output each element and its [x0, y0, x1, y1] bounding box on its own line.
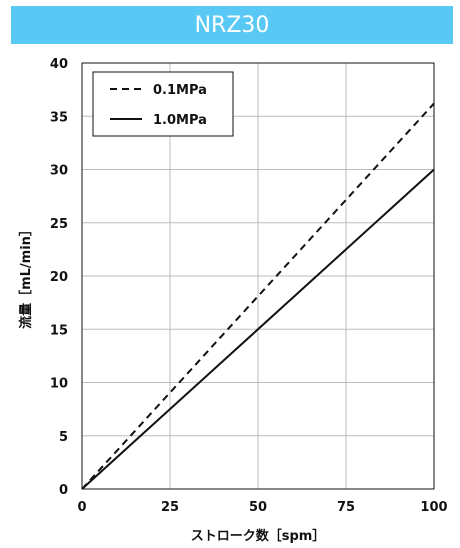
legend: 0.1MPa 1.0MPa: [92, 71, 234, 137]
y-tick-label: 30: [50, 164, 68, 179]
legend-label: 0.1MPa: [153, 83, 207, 98]
y-tick-label: 5: [59, 430, 68, 445]
grid-lines: [81, 62, 435, 490]
x-tick-labels: 0 25 50 75 100: [77, 500, 447, 515]
y-tick-label: 0: [59, 483, 68, 498]
x-tick-label: 50: [249, 500, 267, 515]
legend-label: 1.0MPa: [153, 113, 207, 128]
chart-title: NRZ30: [194, 12, 270, 38]
y-tick-label: 40: [50, 57, 68, 72]
y-tick-label: 20: [50, 270, 68, 285]
y-axis-label: 流量［mL/min］: [18, 223, 34, 329]
y-tick-labels: 0 5 10 15 20 25 30 35 40: [50, 57, 68, 498]
y-tick-label: 15: [50, 323, 68, 338]
series-line-01mpa: [81, 102, 435, 490]
x-tick-label: 0: [77, 500, 86, 515]
legend-box: [92, 71, 234, 137]
plot-frame: [81, 62, 435, 490]
x-tick-label: 25: [161, 500, 179, 515]
y-tick-label: 35: [50, 110, 68, 125]
chart-title-banner: NRZ30: [11, 6, 453, 44]
series-lines: [81, 102, 435, 490]
x-tick-label: 100: [420, 500, 447, 515]
y-tick-label: 10: [50, 377, 68, 392]
x-tick-label: 75: [337, 500, 355, 515]
y-tick-label: 25: [50, 217, 68, 232]
x-axis-label: ストローク数［spm］: [191, 528, 326, 544]
series-line-10mpa: [81, 168, 435, 490]
